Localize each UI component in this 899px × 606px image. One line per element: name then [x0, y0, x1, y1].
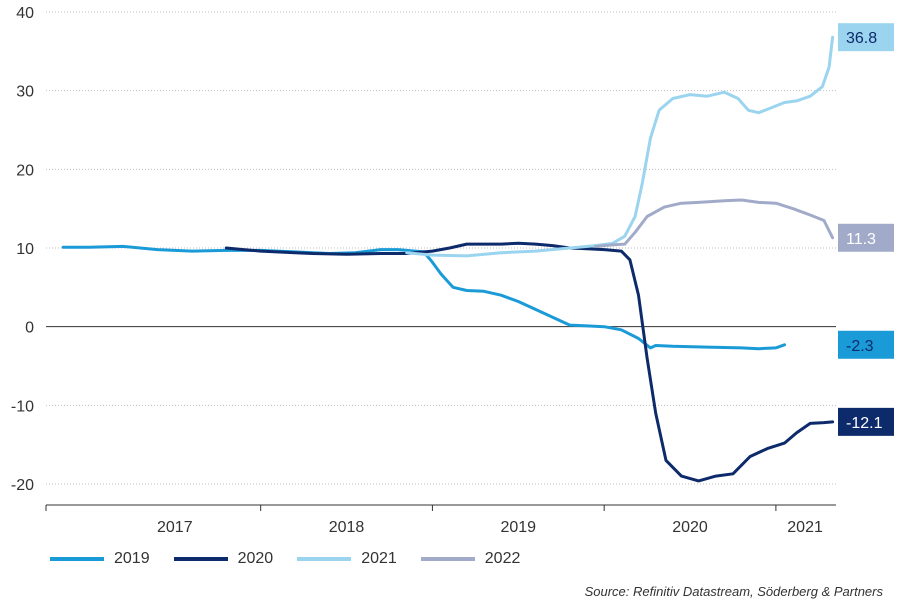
x-tick-label-2018: 2018	[329, 519, 365, 536]
gridlines	[46, 11, 836, 485]
y-tick-label-10: 10	[16, 241, 34, 258]
legend-item-2019: 2019	[50, 550, 150, 568]
end-label-box--2.3	[838, 330, 894, 359]
end-label-36.8: 36.8	[846, 30, 877, 47]
legend-swatch-2021	[297, 557, 352, 561]
x-tick-label-2021: 2021	[787, 519, 823, 536]
series-line-2022	[594, 198, 835, 248]
legend: 2019 2020 2021 2022	[50, 550, 520, 568]
source-note: Source: Refinitiv Datastream, Söderberg …	[584, 584, 883, 599]
end-label-box--12.1	[838, 407, 894, 436]
end-label-box-36.8	[838, 23, 894, 52]
y-tick-label-30: 30	[16, 84, 34, 101]
y-tick-label--20: -20	[11, 477, 34, 494]
end-label--12.1: -12.1	[846, 415, 883, 432]
legend-label-2022: 2022	[484, 550, 521, 567]
end-label-box-11.3	[838, 223, 894, 252]
series-lines	[61, 35, 835, 483]
y-tick-label-0: 0	[25, 320, 34, 337]
axes: 40 30 20 10 0 -10 -20 2017 2018 2019 2020 2021	[11, 5, 836, 536]
legend-item-2022: 2022	[420, 550, 521, 568]
legend-swatch-2020	[173, 557, 228, 561]
end-label--2.3: -2.3	[846, 338, 874, 355]
end-value-labels: 36.8 11.3 -2.3 -12.1	[838, 23, 894, 436]
legend-swatch-2019	[50, 557, 104, 561]
y-tick-label--10: -10	[11, 398, 34, 415]
legend-label-2020: 2020	[237, 550, 274, 567]
end-label-11.3: 11.3	[846, 231, 876, 248]
legend-label-2019: 2019	[114, 550, 150, 567]
y-tick-label-20: 20	[16, 162, 34, 179]
legend-item-2020: 2020	[173, 550, 274, 568]
legend-swatch-2022	[420, 557, 475, 561]
x-tick-label-2019: 2019	[500, 519, 536, 536]
legend-label-2021: 2021	[361, 550, 397, 567]
series-line-2020	[224, 241, 835, 483]
series-line-2021	[405, 35, 835, 258]
x-tick-label-2020: 2020	[672, 519, 708, 536]
y-tick-label-40: 40	[16, 5, 34, 22]
line-chart: 40 30 20 10 0 -10 -20 2017 2018 2019 2020 2021 36.8…	[11, 5, 894, 536]
legend-item-2021: 2021	[297, 550, 397, 568]
series-line-2019	[61, 244, 786, 351]
x-tick-label-2017: 2017	[157, 519, 193, 536]
